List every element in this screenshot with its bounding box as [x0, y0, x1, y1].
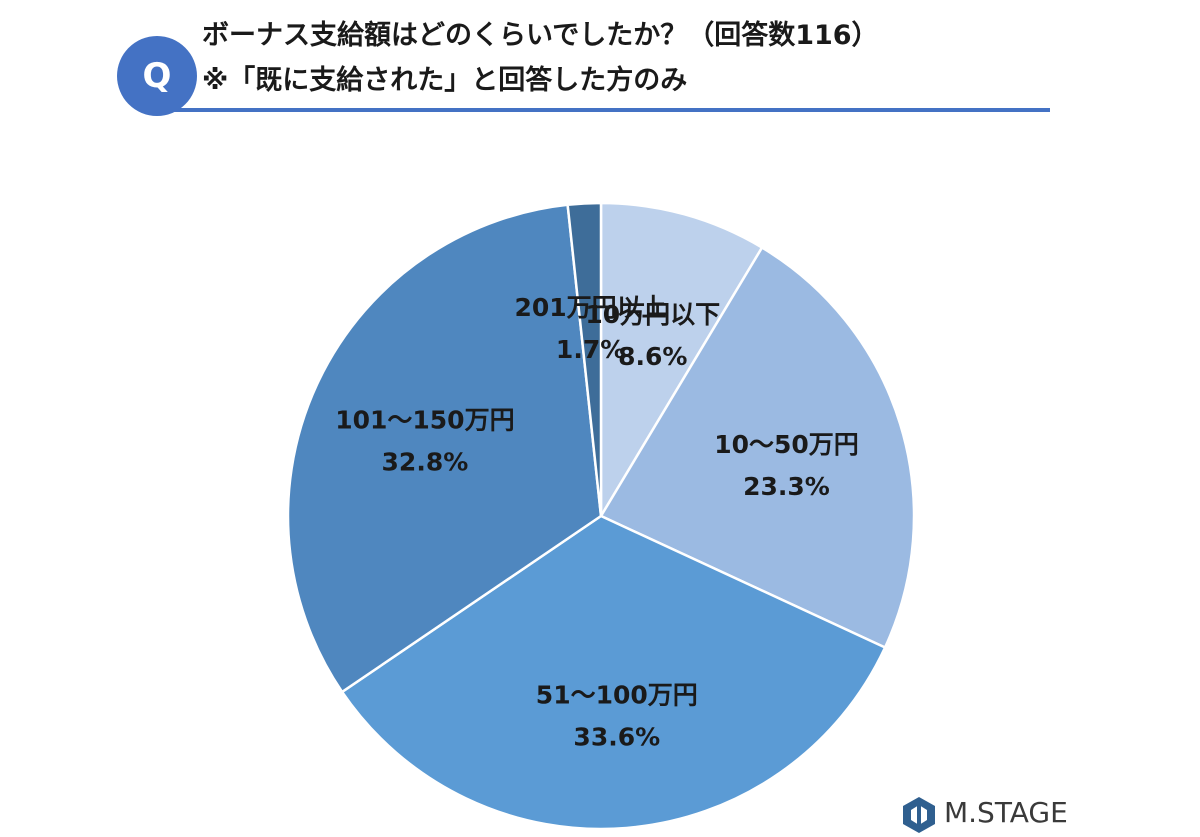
- slice-101-150: [286, 203, 603, 694]
- chart-header: Q ボーナス支給額はどのくらいでしたか？（回答数116） ※「既に支給された」と…: [0, 0, 1200, 120]
- brand-logo-text: M.STAGE: [944, 796, 1068, 829]
- pie-labels: 10万円以下 8.6% 10～50万円 23.3% 51～100万円 33.6% 101～1…: [335, 293, 859, 751]
- slice-label: 10～50万円: [714, 430, 859, 459]
- question-badge: Q: [117, 36, 197, 116]
- title-underline: [150, 108, 1050, 112]
- hexagon-logo-icon: [903, 797, 935, 833]
- slice-label: 51～100万円: [536, 680, 698, 709]
- slice-value-label: 8.6%: [618, 342, 687, 371]
- slice-10-50: [599, 245, 916, 650]
- slice-value-label: 23.3%: [743, 472, 830, 501]
- slice-label: 101～150万円: [335, 406, 514, 435]
- slice-value-label: 33.6%: [573, 722, 660, 751]
- chart-subtitle: ※「既に支給された」と回答した方のみ: [202, 65, 688, 96]
- slice-label: 201万円以上: [515, 293, 667, 322]
- slice-value-label: 32.8%: [382, 448, 469, 477]
- slice-under-10: [599, 201, 764, 521]
- brand-logo: M.STAGE: [900, 795, 1100, 835]
- slice-label: 10万円以下: [585, 300, 720, 329]
- slice-201-plus: [566, 201, 603, 517]
- question-badge-letter: Q: [142, 56, 172, 96]
- chart-title: ボーナス支給額はどのくらいでしたか？（回答数116）: [202, 20, 879, 51]
- slice-51-100: [340, 514, 887, 831]
- pie-slices: [286, 201, 916, 831]
- slice-value-label: 1.7%: [556, 335, 625, 364]
